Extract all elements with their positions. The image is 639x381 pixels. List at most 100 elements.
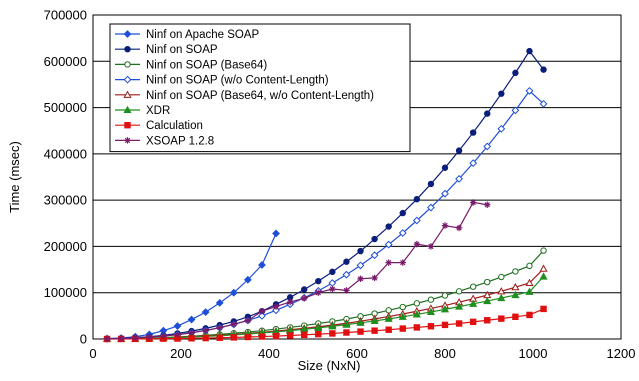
data-point bbox=[357, 328, 364, 335]
data-point bbox=[498, 90, 505, 97]
x-axis-title: Size (NxN) bbox=[298, 358, 361, 373]
y-tick-labels: 0 100000 200000 300000 400000 500000 600000 700… bbox=[44, 8, 87, 347]
data-point bbox=[315, 277, 322, 285]
data-point bbox=[188, 329, 195, 336]
legend-item: Ninf on SOAP (w/o Content-Length) bbox=[115, 75, 329, 87]
data-point bbox=[371, 274, 378, 282]
data-point bbox=[399, 325, 406, 332]
data-point bbox=[202, 327, 209, 334]
data-point bbox=[342, 270, 351, 279]
data-point bbox=[258, 333, 266, 340]
data-point bbox=[343, 329, 350, 336]
data-point bbox=[385, 326, 392, 333]
data-point bbox=[356, 261, 365, 270]
data-point bbox=[469, 318, 477, 326]
data-point bbox=[286, 298, 294, 306]
data-point bbox=[123, 90, 132, 98]
data-point bbox=[124, 122, 131, 129]
data-point bbox=[124, 46, 131, 53]
data-point bbox=[484, 201, 491, 208]
data-point bbox=[498, 273, 505, 281]
data-point bbox=[215, 298, 224, 307]
data-point bbox=[258, 261, 266, 269]
data-point bbox=[511, 106, 520, 115]
data-point bbox=[526, 262, 533, 270]
data-point bbox=[272, 303, 280, 310]
data-point bbox=[483, 296, 492, 305]
data-point bbox=[160, 332, 167, 340]
series-5 bbox=[103, 272, 548, 342]
data-point bbox=[356, 318, 365, 326]
legend-item: Ninf on SOAP (Base64, w/o Content-Length… bbox=[115, 90, 374, 102]
data-point bbox=[371, 235, 378, 243]
data-point bbox=[539, 99, 548, 108]
data-point bbox=[498, 315, 505, 322]
x-tick-label: 1000 bbox=[519, 346, 548, 361]
x-tick-label: 400 bbox=[258, 346, 280, 361]
y-tick-label: 200000 bbox=[44, 239, 87, 254]
data-point bbox=[525, 287, 534, 295]
y-tick-label: 400000 bbox=[44, 146, 87, 161]
series-layer bbox=[103, 47, 548, 343]
data-point bbox=[216, 324, 223, 331]
legend-label: XSOAP 1.2.8 bbox=[146, 135, 214, 147]
data-point bbox=[174, 331, 181, 338]
data-point bbox=[132, 334, 139, 342]
data-point bbox=[427, 243, 435, 250]
data-point bbox=[117, 335, 125, 342]
data-point bbox=[413, 300, 421, 307]
data-point bbox=[328, 322, 337, 330]
data-point bbox=[123, 75, 132, 84]
y-tick-label: 500000 bbox=[44, 100, 87, 115]
series-7 bbox=[103, 199, 491, 343]
data-point bbox=[243, 275, 252, 284]
data-point bbox=[342, 320, 351, 328]
data-point bbox=[455, 288, 463, 295]
data-point bbox=[370, 316, 379, 325]
data-point bbox=[525, 87, 534, 95]
data-point bbox=[188, 335, 195, 342]
data-point bbox=[413, 324, 421, 331]
x-tick-label: 0 bbox=[89, 346, 96, 361]
legend-label: Ninf on SOAP (Base64, w/o Content-Length… bbox=[146, 90, 374, 102]
series-line bbox=[107, 268, 544, 340]
data-point bbox=[216, 334, 223, 341]
data-point bbox=[272, 229, 280, 238]
data-point bbox=[455, 320, 463, 327]
x-tick-label: 600 bbox=[346, 346, 368, 361]
data-point bbox=[343, 287, 350, 294]
data-point bbox=[469, 299, 478, 307]
data-point bbox=[229, 288, 238, 297]
legend-label: Ninf on Apache SOAP bbox=[146, 29, 259, 41]
data-point bbox=[315, 330, 322, 338]
data-point bbox=[512, 69, 519, 77]
data-point bbox=[230, 320, 237, 328]
y-tick-label: 0 bbox=[80, 332, 87, 347]
data-point bbox=[455, 147, 463, 154]
data-point bbox=[329, 330, 336, 337]
data-point bbox=[385, 223, 392, 230]
legend-label: XDR bbox=[146, 105, 170, 117]
data-point bbox=[384, 314, 393, 322]
data-point bbox=[272, 332, 280, 340]
data-point bbox=[427, 296, 435, 303]
y-tick-label: 100000 bbox=[44, 285, 87, 300]
data-point bbox=[343, 258, 350, 265]
data-point bbox=[399, 209, 406, 217]
legend-label: Ninf on SOAP (w/o Content-Length) bbox=[146, 75, 329, 87]
data-point bbox=[484, 317, 491, 324]
legend: Ninf on Apache SOAP Ninf on SOAP Ninf on S… bbox=[109, 23, 411, 153]
data-point bbox=[469, 283, 477, 290]
data-point bbox=[398, 229, 407, 237]
data-point bbox=[385, 307, 392, 314]
legend-item: XSOAP 1.2.8 bbox=[115, 135, 214, 147]
data-point bbox=[539, 264, 548, 272]
data-point bbox=[123, 30, 132, 38]
data-point bbox=[357, 275, 364, 283]
data-point bbox=[399, 303, 406, 311]
data-point bbox=[469, 129, 477, 136]
data-point bbox=[441, 189, 449, 198]
series-0 bbox=[103, 229, 280, 343]
data-point bbox=[440, 305, 450, 313]
data-point bbox=[540, 305, 547, 313]
